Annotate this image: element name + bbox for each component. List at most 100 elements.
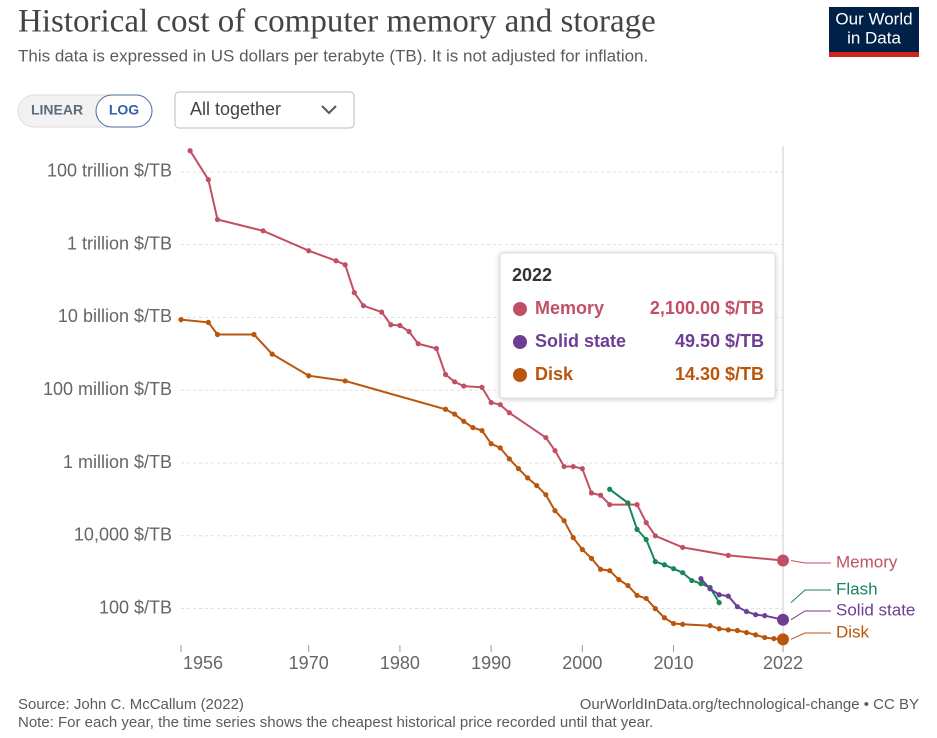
log-button[interactable]: LOG (109, 102, 139, 118)
linear-button[interactable]: LINEAR (31, 102, 83, 118)
data-point (452, 411, 458, 417)
data-point (561, 463, 567, 470)
label-leader (790, 559, 831, 564)
tooltip-value: 49.50 $/TB (675, 331, 764, 351)
data-point (205, 319, 211, 326)
series-label: Flash (836, 579, 878, 598)
tooltip: 2022 Memory 2,100.00 $/TB Solid state 49.50 … (499, 252, 776, 399)
data-point (734, 627, 740, 634)
y-tick-label: 100 $/TB (99, 597, 172, 617)
data-point (753, 632, 759, 638)
data-point (360, 303, 367, 309)
data-point (762, 613, 768, 619)
data-point (452, 379, 458, 385)
url[interactable]: OurWorldInData.org/technological-change … (580, 696, 919, 713)
data-point (716, 626, 722, 632)
data-point (525, 475, 531, 481)
tooltip-title: 2022 (512, 265, 552, 285)
data-point (579, 546, 585, 553)
tooltip-name: Solid state (535, 331, 626, 351)
x-tick-label: 1990 (471, 653, 511, 673)
data-point (461, 383, 467, 389)
data-point (607, 502, 613, 508)
logo-text: in Data (847, 28, 901, 47)
data-point (680, 621, 686, 627)
data-point (771, 635, 777, 642)
subtitle: This data is expressed in US dollars per… (18, 46, 648, 65)
data-point (652, 533, 658, 539)
data-point (379, 309, 385, 315)
x-tick-label: 2022 (763, 653, 803, 673)
series-label: Memory (836, 552, 898, 571)
data-point (397, 322, 403, 329)
data-point (661, 562, 668, 568)
data-point (670, 566, 677, 572)
tooltip-box (499, 252, 776, 399)
logo-text: Our World (835, 9, 912, 28)
tooltip-name: Disk (535, 364, 574, 384)
data-point (734, 604, 740, 610)
data-point (777, 633, 789, 646)
x-tick-label: 1970 (289, 653, 329, 673)
data-point (269, 351, 275, 357)
data-point (205, 177, 211, 183)
data-point (187, 148, 193, 154)
data-point (342, 262, 348, 268)
data-point (777, 613, 789, 626)
data-point (634, 592, 640, 599)
data-point (652, 559, 658, 565)
data-point (470, 424, 476, 431)
data-point (260, 228, 266, 234)
data-point (406, 328, 412, 335)
data-point (625, 582, 631, 589)
logo[interactable] (829, 7, 919, 57)
data-point (433, 345, 439, 352)
data-point (625, 500, 631, 506)
x-tick-label: 2000 (562, 653, 602, 673)
tooltip-value: 2,100.00 $/TB (650, 298, 764, 318)
data-point (762, 634, 768, 641)
data-point (488, 399, 494, 406)
plot: 100 $/TB 10,000 $/TB 1 million $/TB 100 mil… (43, 146, 915, 673)
data-point (643, 595, 649, 602)
data-point (497, 402, 503, 408)
data-point (442, 406, 449, 412)
data-point (680, 544, 686, 551)
tooltip-dot (513, 302, 527, 316)
source: Source: John C. McCallum (2022) (18, 696, 244, 713)
data-point (351, 290, 357, 296)
data-point (461, 418, 467, 424)
y-tick-label: 1 million $/TB (63, 452, 172, 472)
data-point (342, 378, 348, 384)
data-point (743, 608, 750, 615)
data-point (698, 581, 704, 587)
chart-title: Historical cost of computer memory and s… (18, 4, 656, 40)
label-leader (790, 632, 831, 640)
data-point (643, 536, 649, 543)
data-point (570, 463, 576, 470)
dropdown[interactable] (174, 91, 355, 129)
data-point (689, 577, 695, 584)
tooltip-value: 14.30 $/TB (675, 364, 764, 384)
data-point (570, 535, 576, 541)
x-tick-label: 1980 (380, 653, 420, 673)
data-point (561, 518, 567, 524)
data-point (534, 482, 540, 489)
label-leader (790, 610, 831, 621)
data-point (607, 486, 613, 492)
data-point (543, 434, 549, 441)
data-point (415, 341, 421, 347)
series-label: Solid state (836, 600, 915, 619)
data-point (707, 623, 713, 629)
data-point (442, 371, 449, 378)
data-point (214, 216, 221, 223)
data-point (333, 258, 339, 264)
y-tick-label: 100 trillion $/TB (47, 161, 172, 181)
data-point (777, 554, 789, 567)
data-point (725, 627, 731, 633)
data-point (588, 555, 595, 561)
data-point (515, 466, 522, 472)
data-point (716, 592, 722, 598)
y-tick-label: 100 million $/TB (43, 379, 172, 399)
